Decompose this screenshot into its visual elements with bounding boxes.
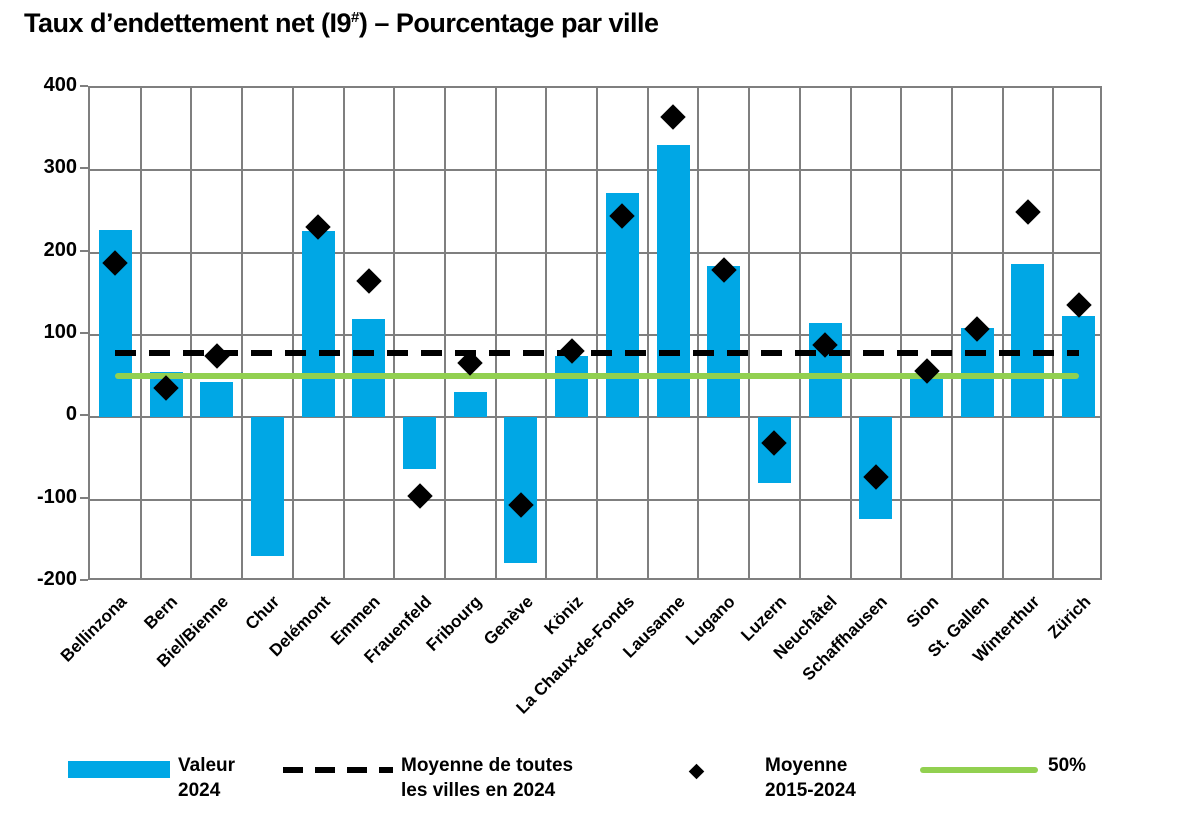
legend-label-50pct: 50% <box>1048 753 1086 778</box>
legend-dashed-line-swatch <box>283 767 393 773</box>
y-tick--100 <box>80 496 88 499</box>
gridline-v-8 <box>494 88 497 578</box>
y-axis-label--200: -200 <box>36 568 77 590</box>
bar-lausanne <box>656 144 690 418</box>
bar-gen-ve <box>504 417 538 564</box>
y-tick-400 <box>80 85 88 87</box>
bar-z-rich <box>1062 316 1096 418</box>
legend-bar-swatch <box>68 761 170 778</box>
y-tick--200 <box>80 579 88 581</box>
chart-title: Taux d’endettement net (I9#) – Pourcenta… <box>24 8 659 39</box>
legend-label-moyenne-2015-2024-line2: 2015-2024 <box>765 780 856 801</box>
gridline-v-4 <box>291 88 294 578</box>
y-tick-200 <box>80 249 88 252</box>
gridline-h-0 <box>90 416 1100 419</box>
gridline-v-12 <box>697 88 700 578</box>
gridline-h-300 <box>90 169 1100 172</box>
gridline-v-14 <box>798 88 801 578</box>
legend-green-line-swatch <box>920 767 1038 773</box>
legend-label-moyenne-villes-line1: Moyenne de toutes <box>401 755 574 776</box>
gridline-v-16 <box>900 88 903 578</box>
gridline-h--100 <box>90 498 1100 501</box>
legend-label-50pct-line1: 50% <box>1048 755 1087 776</box>
bar-lugano <box>707 265 741 418</box>
bar-del-mont <box>301 231 335 418</box>
fifty-percent-line <box>115 373 1079 380</box>
plot-area <box>88 86 1102 580</box>
gridline-h-200 <box>90 251 1100 254</box>
y-tick-0 <box>80 414 88 417</box>
y-axis-label--100: -100 <box>36 485 77 508</box>
y-axis-label-300: 300 <box>43 156 77 179</box>
bar-winterthur <box>1011 264 1045 418</box>
diamond-emmen <box>356 268 382 295</box>
bar-emmen <box>352 318 386 418</box>
chart-title-suffix: ) – Pourcentage par ville <box>358 8 659 38</box>
gridline-v-7 <box>443 88 446 578</box>
gridline-v-6 <box>393 88 396 578</box>
y-axis-label-0: 0 <box>65 403 77 426</box>
bar-chur <box>250 417 284 556</box>
gridline-v-18 <box>1001 88 1004 578</box>
legend-label-valeur: Valeur 2024 <box>178 753 235 803</box>
gridline-v-11 <box>646 88 649 578</box>
legend-label-valeur-line1: Valeur <box>178 755 236 776</box>
x-axis-label-chur: Chur <box>241 592 283 634</box>
y-axis-label-400: 400 <box>43 74 77 96</box>
diamond-winterthur <box>1015 199 1041 226</box>
x-axis-label-z-rich: Zürich <box>1043 592 1095 643</box>
gridline-v-5 <box>342 88 345 578</box>
x-axis-label-lugano: Lugano <box>682 592 740 649</box>
legend-label-valeur-line2: 2024 <box>178 780 221 801</box>
diamond-lausanne <box>660 104 686 130</box>
gridline-v-10 <box>596 88 598 578</box>
bar-la-chaux-de-fonds <box>605 193 639 418</box>
bar-frauenfeld <box>403 417 437 470</box>
diamond-frauenfeld <box>406 483 433 510</box>
diamond-z-rich <box>1065 292 1092 319</box>
legend-label-moyenne-2015-2024: Moyenne 2015-2024 <box>765 753 856 803</box>
y-axis-label-100: 100 <box>43 321 77 343</box>
gridline-v-17 <box>950 88 953 578</box>
x-axis-label-bellinzona: Bellinzona <box>57 592 131 666</box>
gridline-v-1 <box>139 88 142 578</box>
y-axis-label-200: 200 <box>43 238 77 261</box>
legend-label-moyenne-villes-line2: les villes en 2024 <box>401 780 556 801</box>
diamond-biel-bienne <box>204 342 230 369</box>
legend-label-moyenne-2015-2024-line1: Moyenne <box>765 755 848 776</box>
gridline-v-15 <box>849 88 852 578</box>
gridline-v-13 <box>748 88 751 578</box>
gridline-v-19 <box>1052 88 1055 578</box>
gridline-v-3 <box>241 88 244 578</box>
bar-st-gallen <box>960 327 994 418</box>
x-axis-label-bern: Bern <box>140 592 182 633</box>
legend-diamond-swatch <box>688 763 705 780</box>
x-axis-label-sion: Sion <box>902 592 942 632</box>
x-axis-label-k-niz: Köniz <box>540 592 588 639</box>
bar-biel-bienne <box>200 381 234 418</box>
chart-title-superscript: # <box>351 9 359 26</box>
gridline-h-100 <box>90 334 1100 336</box>
bar-fribourg <box>453 391 487 418</box>
x-axis-label-gen-ve: Genève <box>479 592 537 649</box>
legend-label-moyenne-villes: Moyenne de toutes les villes en 2024 <box>401 753 573 803</box>
y-tick-300 <box>80 167 88 170</box>
chart-title-text: Taux d’endettement net (I9 <box>24 8 352 38</box>
bar-k-niz <box>555 356 589 418</box>
average-all-cities-dashed-line <box>115 350 1079 357</box>
gridline-v-9 <box>545 88 548 578</box>
y-tick-100 <box>80 332 88 334</box>
gridline-v-2 <box>190 88 193 578</box>
